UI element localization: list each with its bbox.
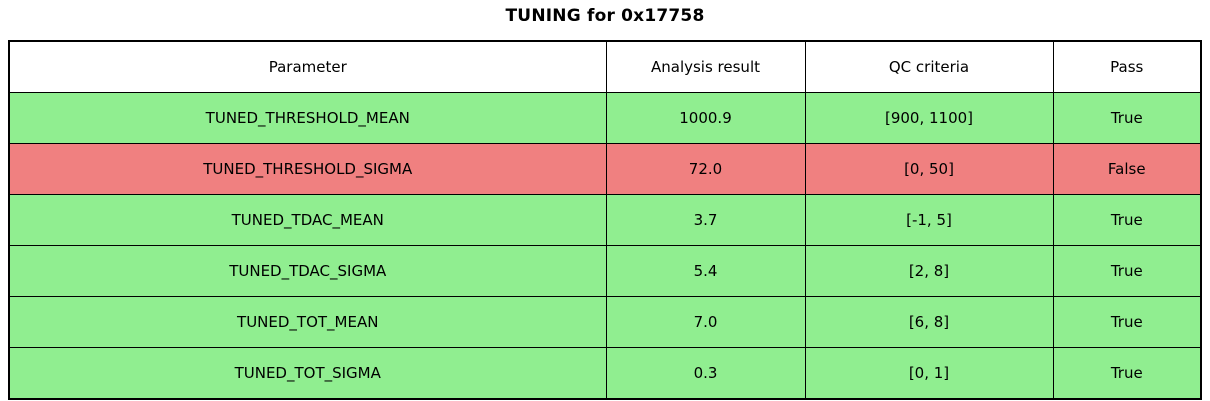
result-cell: 5.4 xyxy=(605,245,806,297)
qc-results-table: Parameter Analysis result QC criteria Pa… xyxy=(8,40,1202,400)
criteria-cell: [900, 1100] xyxy=(804,92,1054,144)
parameter-cell: TUNED_TDAC_MEAN xyxy=(8,194,607,246)
parameter-cell: TUNED_THRESHOLD_SIGMA xyxy=(8,143,607,195)
result-cell: 0.3 xyxy=(605,347,806,400)
pass-cell: True xyxy=(1052,245,1202,297)
column-header-qc-criteria: QC criteria xyxy=(804,40,1054,93)
parameter-cell: TUNED_TDAC_SIGMA xyxy=(8,245,607,297)
criteria-cell: [0, 1] xyxy=(804,347,1054,400)
pass-cell: False xyxy=(1052,143,1202,195)
result-cell: 1000.9 xyxy=(605,92,806,144)
parameter-cell: TUNED_THRESHOLD_MEAN xyxy=(8,92,607,144)
table-row: TUNED_THRESHOLD_MEAN 1000.9 [900, 1100] … xyxy=(8,92,1202,144)
figure-title: TUNING for 0x17758 xyxy=(505,6,705,26)
parameter-cell: TUNED_TOT_SIGMA xyxy=(8,347,607,400)
criteria-cell: [2, 8] xyxy=(804,245,1054,297)
table-row: TUNED_TDAC_MEAN 3.7 [-1, 5] True xyxy=(8,194,1202,246)
table-row: TUNED_TDAC_SIGMA 5.4 [2, 8] True xyxy=(8,245,1202,297)
criteria-cell: [0, 50] xyxy=(804,143,1054,195)
result-cell: 3.7 xyxy=(605,194,806,246)
column-header-pass: Pass xyxy=(1052,40,1202,93)
criteria-cell: [-1, 5] xyxy=(804,194,1054,246)
table-header-row: Parameter Analysis result QC criteria Pa… xyxy=(8,40,1202,93)
pass-cell: True xyxy=(1052,347,1202,400)
column-header-analysis-result: Analysis result xyxy=(605,40,806,93)
table-row: TUNED_TOT_MEAN 7.0 [6, 8] True xyxy=(8,296,1202,348)
column-header-parameter: Parameter xyxy=(8,40,607,93)
table-row: TUNED_TOT_SIGMA 0.3 [0, 1] True xyxy=(8,347,1202,400)
parameter-cell: TUNED_TOT_MEAN xyxy=(8,296,607,348)
result-cell: 7.0 xyxy=(605,296,806,348)
table-row: TUNED_THRESHOLD_SIGMA 72.0 [0, 50] False xyxy=(8,143,1202,195)
pass-cell: True xyxy=(1052,92,1202,144)
pass-cell: True xyxy=(1052,296,1202,348)
result-cell: 72.0 xyxy=(605,143,806,195)
pass-cell: True xyxy=(1052,194,1202,246)
criteria-cell: [6, 8] xyxy=(804,296,1054,348)
